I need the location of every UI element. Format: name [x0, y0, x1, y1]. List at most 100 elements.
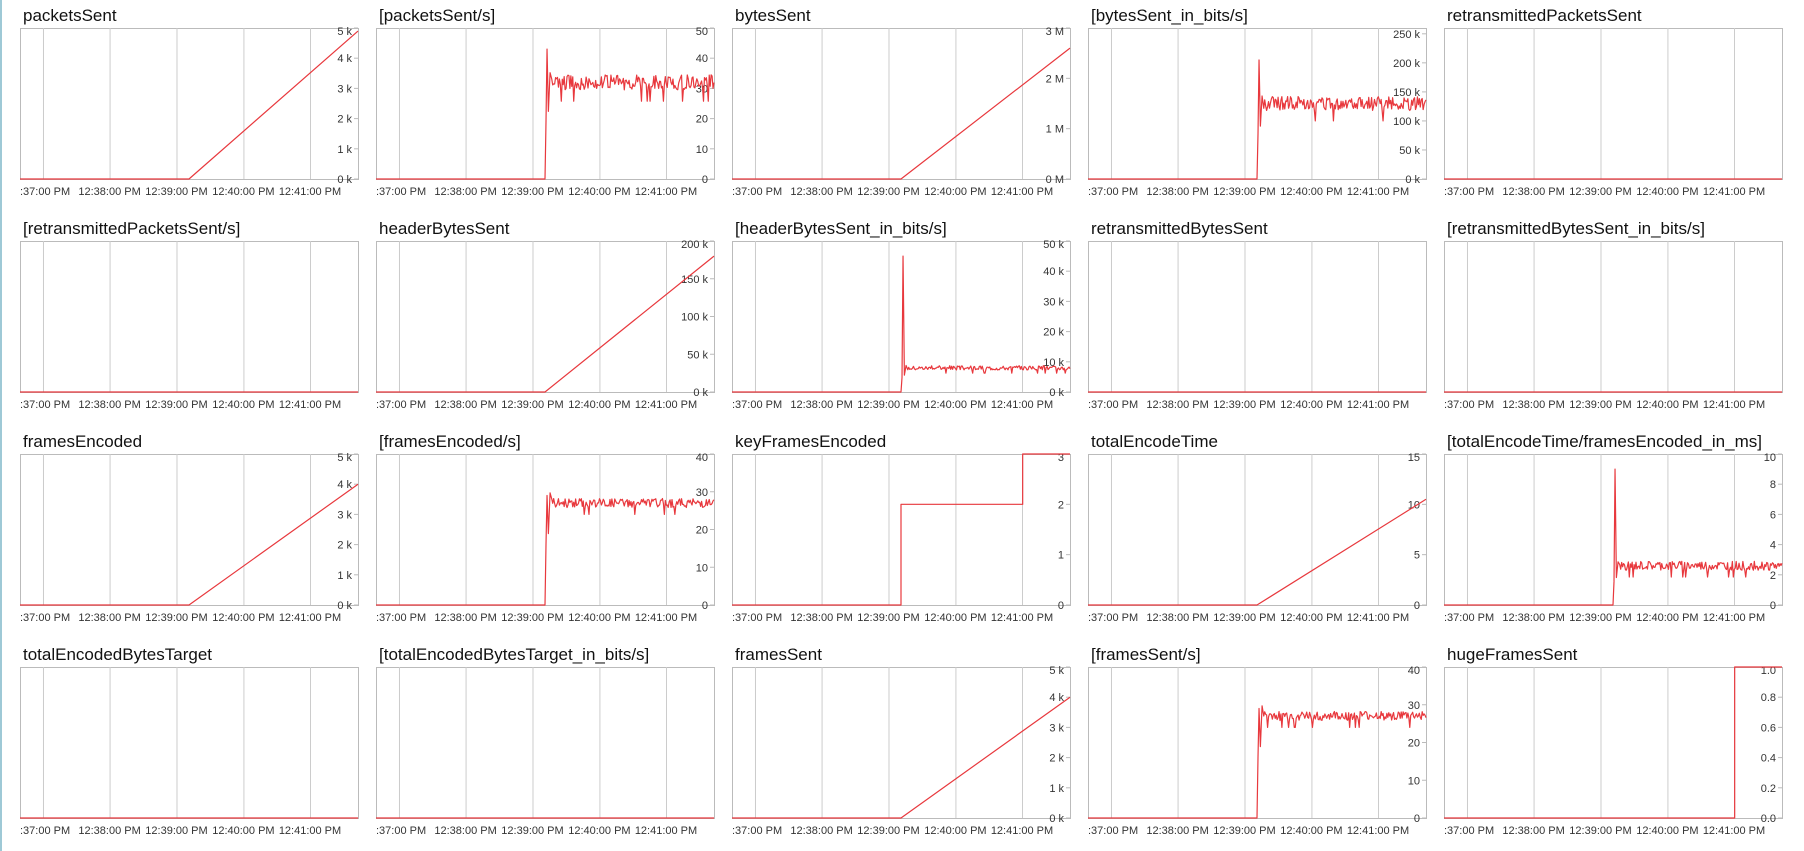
y-tick-label: 4 k — [337, 53, 352, 65]
x-tick-label: 12:38:00 PM — [790, 186, 852, 198]
x-tick-label: :37:00 PM — [1088, 612, 1138, 624]
x-tick-label: 12:41:00 PM — [635, 612, 697, 624]
chart-svg: 0 M 1 M 2 M 3 M:37:00 PM 12:38:00 PM 12:39:00… — [732, 26, 1071, 198]
x-tick-label: 12:39:00 PM — [857, 186, 919, 198]
x-tick-label: 12:41:00 PM — [1703, 399, 1765, 411]
x-tick-label: 12:40:00 PM — [568, 186, 630, 198]
chart-panel: [retransmittedBytesSent_in_bits/s]:37:00… — [1444, 213, 1804, 423]
x-tick-label: 12:41:00 PM — [635, 399, 697, 411]
chart-svg: :37:00 PM 12:38:00 PM 12:39:00 PM 12:40:00 … — [376, 667, 715, 837]
x-tick-label: 12:41:00 PM — [279, 186, 341, 198]
chart-title: headerBytesSent — [379, 219, 510, 238]
x-tick-label: 12:38:00 PM — [1146, 186, 1208, 198]
x-tick-label: 12:40:00 PM — [1636, 612, 1698, 624]
x-tick-label: 12:40:00 PM — [212, 186, 274, 198]
chart-panel: [packetsSent/s] 0 10 20 30 40 50:37:00 PM 12:38… — [376, 0, 736, 210]
chart-panel: retransmittedBytesSent:37:00 PM 12:38:00 … — [1088, 213, 1448, 423]
x-tick-label: 12:41:00 PM — [1347, 825, 1409, 837]
chart-title: framesEncoded — [23, 432, 143, 451]
x-tick-label: 12:39:00 PM — [857, 399, 919, 411]
chart-svg: 0.0 0.2 0.4 0.6 0.8 1.0:37:00 PM 12:38:00 PM 12… — [1444, 665, 1783, 837]
x-tick-label: 12:40:00 PM — [1280, 399, 1342, 411]
x-tick-label: 12:38:00 PM — [1502, 612, 1564, 624]
chart-svg: :37:00 PM 12:38:00 PM 12:39:00 PM 12:40:00 … — [20, 667, 359, 837]
chart-panel: headerBytesSent 0 k 50 k 100 k 150 k 200 k:37… — [376, 213, 736, 423]
x-tick-label: :37:00 PM — [1444, 612, 1494, 624]
chart-panel: [framesSent/s] 0 10 20 30 40:37:00 PM 12:38:00… — [1088, 639, 1448, 849]
x-tick-label: 12:40:00 PM — [1636, 399, 1698, 411]
y-tick-label: 2 k — [337, 114, 352, 126]
x-tick-label: :37:00 PM — [1444, 399, 1494, 411]
y-tick-label: 2 k — [337, 540, 352, 552]
x-tick-label: 12:41:00 PM — [279, 399, 341, 411]
y-tick-label: 0 — [702, 600, 708, 612]
y-tick-label: 50 k — [1043, 239, 1064, 251]
y-tick-label: 8 — [1770, 479, 1776, 491]
x-tick-label: :37:00 PM — [732, 825, 782, 837]
plot-area — [20, 28, 359, 180]
x-tick-label: 12:38:00 PM — [1146, 612, 1208, 624]
y-tick-label: 0 — [702, 174, 708, 186]
x-tick-label: 12:39:00 PM — [145, 612, 207, 624]
y-tick-label: 40 — [696, 452, 708, 464]
plot-area — [20, 667, 359, 819]
y-tick-label: 4 k — [1049, 692, 1064, 704]
chart-title: bytesSent — [735, 6, 811, 25]
chart-panel: [totalEncodeTime/framesEncoded_in_ms] 0 2 4… — [1444, 426, 1804, 636]
y-tick-label: 1 k — [1049, 783, 1064, 795]
plot-area — [376, 454, 715, 606]
y-tick-label: 150 k — [1393, 87, 1420, 99]
series-line — [20, 483, 359, 606]
x-tick-label: :37:00 PM — [376, 612, 426, 624]
x-tick-label: :37:00 PM — [1444, 825, 1494, 837]
y-tick-label: 2 — [1770, 570, 1776, 582]
y-tick-label: 200 k — [1393, 58, 1420, 70]
y-tick-label: 100 k — [681, 312, 708, 324]
x-tick-label: :37:00 PM — [1444, 186, 1494, 198]
x-tick-label: :37:00 PM — [1088, 399, 1138, 411]
y-tick-label: 0 k — [337, 600, 352, 612]
x-tick-label: 12:38:00 PM — [1502, 825, 1564, 837]
y-tick-label: 0.0 — [1761, 813, 1776, 825]
y-tick-label: 0 k — [693, 387, 708, 399]
y-tick-label: 0 M — [1046, 174, 1064, 186]
y-tick-label: 6 — [1770, 509, 1776, 521]
y-tick-label: 5 k — [1049, 665, 1064, 677]
x-tick-label: 12:38:00 PM — [78, 399, 140, 411]
y-tick-label: 1 k — [337, 570, 352, 582]
chart-panel: retransmittedPacketsSent:37:00 PM 12:38:0… — [1444, 0, 1804, 210]
x-tick-label: 12:41:00 PM — [279, 825, 341, 837]
y-tick-label: 2 — [1058, 499, 1064, 511]
plot-area — [1088, 241, 1427, 393]
y-tick-label: 50 — [696, 26, 708, 38]
x-tick-label: :37:00 PM — [376, 186, 426, 198]
chart-title: hugeFramesSent — [1447, 645, 1578, 664]
x-tick-label: 12:41:00 PM — [991, 186, 1053, 198]
x-tick-label: :37:00 PM — [20, 612, 70, 624]
chart-panel: [retransmittedPacketsSent/s]:37:00 PM 12:… — [20, 213, 380, 423]
y-tick-label: 30 — [696, 487, 708, 499]
y-tick-label: 0 k — [337, 174, 352, 186]
chart-panel: [bytesSent_in_bits/s] 0 k 50 k 100 k 150 k 20… — [1088, 0, 1448, 210]
x-tick-label: 12:41:00 PM — [1347, 612, 1409, 624]
y-tick-label: 40 — [1408, 665, 1420, 677]
y-tick-label: 40 k — [1043, 266, 1064, 278]
y-tick-label: 20 — [696, 114, 708, 126]
y-tick-label: 10 k — [1043, 357, 1064, 369]
y-tick-label: 0 — [1770, 600, 1776, 612]
chart-title: [headerBytesSent_in_bits/s] — [735, 219, 947, 238]
x-tick-label: 12:38:00 PM — [434, 186, 496, 198]
series-line — [732, 696, 1071, 819]
y-tick-label: 20 — [696, 525, 708, 537]
y-tick-label: 3 k — [337, 83, 352, 95]
x-tick-label: 12:41:00 PM — [635, 825, 697, 837]
chart-panel: totalEncodeTime 0 5 10 15:37:00 PM 12:38:00 P… — [1088, 426, 1448, 636]
chart-title: [framesEncoded/s] — [379, 432, 521, 451]
x-tick-label: 12:39:00 PM — [501, 399, 563, 411]
x-tick-label: 12:40:00 PM — [1280, 186, 1342, 198]
x-tick-label: 12:40:00 PM — [924, 186, 986, 198]
x-tick-label: 12:41:00 PM — [1703, 825, 1765, 837]
chart-svg: 0 k 1 k 2 k 3 k 4 k 5 k:37:00 PM 12:38:00 PM 12… — [732, 665, 1071, 837]
x-tick-label: :37:00 PM — [376, 825, 426, 837]
